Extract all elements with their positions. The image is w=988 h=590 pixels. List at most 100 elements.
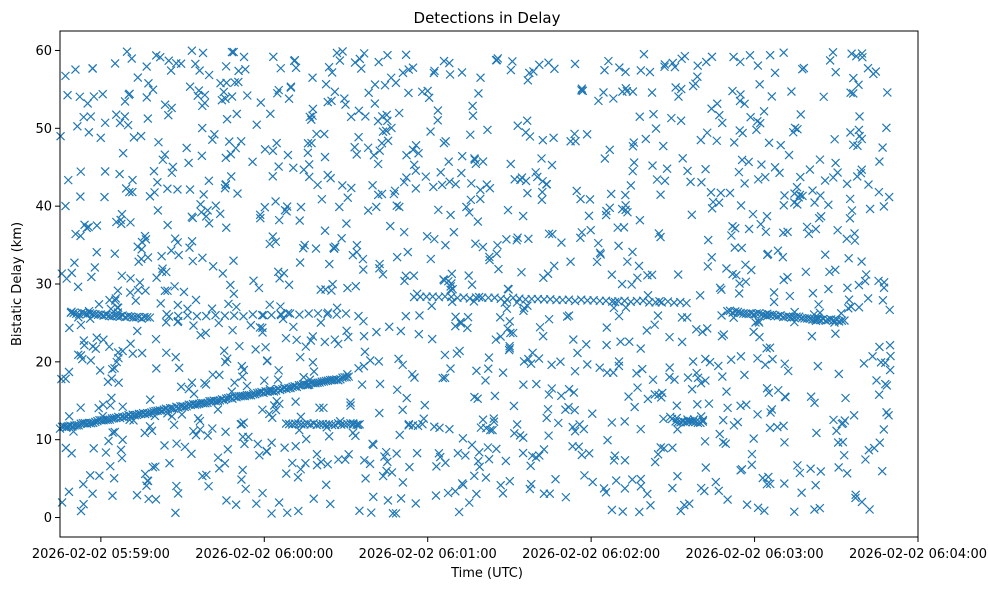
clutter-point [240, 439, 249, 449]
clutter-point [458, 433, 468, 443]
clutter-point [398, 478, 408, 487]
clutter-point [718, 437, 728, 447]
clutter-point [315, 403, 324, 413]
clutter-point [430, 66, 439, 76]
clutter-point [351, 281, 361, 291]
clutter-point [676, 506, 686, 516]
clutter-point [261, 342, 270, 352]
clutter-point [605, 145, 615, 155]
clutter-point [402, 393, 412, 403]
clutter-point [219, 346, 229, 356]
clutter-point [236, 136, 246, 146]
clutter-point [842, 468, 852, 478]
clutter-point [323, 459, 333, 469]
clutter-point [128, 349, 138, 359]
clutter-point [298, 243, 308, 253]
clutter-point [670, 375, 679, 385]
clutter-point [429, 422, 439, 432]
clutter-point [412, 448, 422, 458]
clutter-point [401, 311, 411, 321]
clutter-point [214, 318, 224, 328]
clutter-point [444, 424, 454, 434]
clutter-point [844, 253, 854, 263]
clutter-point [391, 508, 401, 518]
clutter-point [368, 439, 378, 449]
clutter-point [76, 351, 86, 360]
clutter-point [584, 211, 594, 221]
clutter-point [338, 47, 348, 56]
clutter-point [160, 100, 170, 110]
y-tick-label: 40 [35, 200, 52, 215]
track-point-rising-target [342, 372, 352, 382]
clutter-point [114, 378, 124, 388]
track-point-constant-target-d [768, 310, 778, 320]
clutter-point [787, 87, 796, 97]
clutter-point [874, 187, 884, 197]
clutter-point [656, 443, 666, 452]
clutter-point [145, 422, 155, 431]
clutter-point [207, 304, 217, 314]
clutter-point [78, 479, 88, 489]
clutter-point [609, 455, 619, 465]
clutter-point [388, 508, 398, 518]
clutter-point [169, 420, 179, 430]
clutter-point [283, 150, 293, 160]
clutter-point [291, 63, 301, 73]
clutter-point [646, 500, 655, 510]
clutter-point [652, 175, 662, 184]
x-tick-label: 2026-02-02 05:59:00 [32, 547, 170, 562]
clutter-point [464, 208, 474, 217]
clutter-point [86, 356, 96, 365]
clutter-point [672, 401, 682, 411]
x-tick-label: 2026-02-02 06:00:00 [195, 547, 333, 562]
clutter-point [707, 52, 717, 62]
clutter-point [272, 138, 282, 148]
clutter-point [115, 118, 125, 128]
clutter-point [231, 143, 241, 153]
clutter-point [301, 342, 311, 352]
clutter-point [608, 94, 618, 103]
clutter-point [268, 52, 278, 62]
clutter-point [415, 311, 424, 320]
track-point-constant-target-a [66, 308, 76, 318]
clutter-point [122, 47, 132, 57]
clutter-point [340, 455, 350, 465]
clutter-point [636, 66, 646, 75]
clutter-point [810, 198, 819, 207]
clutter-point [793, 460, 802, 470]
clutter-point [849, 410, 859, 420]
clutter-point [214, 370, 224, 380]
clutter-point [703, 235, 713, 245]
clutter-point [850, 228, 859, 238]
clutter-point [229, 289, 239, 299]
clutter-point [464, 271, 474, 280]
clutter-point [274, 85, 284, 95]
clutter-point [742, 500, 752, 510]
clutter-point [411, 183, 421, 193]
clutter-point [875, 342, 884, 352]
clutter-point [665, 363, 675, 372]
track-point-constant-target-a [137, 314, 147, 323]
clutter-point [485, 255, 495, 265]
clutter-point [200, 98, 210, 108]
clutter-point [602, 323, 612, 333]
clutter-point [538, 135, 548, 145]
clutter-point [348, 250, 358, 260]
clutter-point [200, 378, 209, 388]
clutter-point [857, 497, 867, 507]
clutter-point [127, 187, 137, 197]
clutter-point [89, 92, 99, 101]
clutter-point [556, 357, 565, 367]
clutter-point [505, 341, 515, 351]
clutter-point [76, 320, 86, 330]
clutter-point [240, 64, 250, 74]
clutter-point [273, 375, 283, 385]
clutter-point [286, 83, 296, 92]
clutter-point [527, 451, 537, 461]
clutter-point [155, 52, 165, 62]
clutter-point [721, 264, 731, 273]
clutter-point [94, 471, 104, 481]
clutter-point [753, 503, 763, 513]
clutter-point [296, 412, 306, 422]
clutter-point [857, 49, 867, 58]
